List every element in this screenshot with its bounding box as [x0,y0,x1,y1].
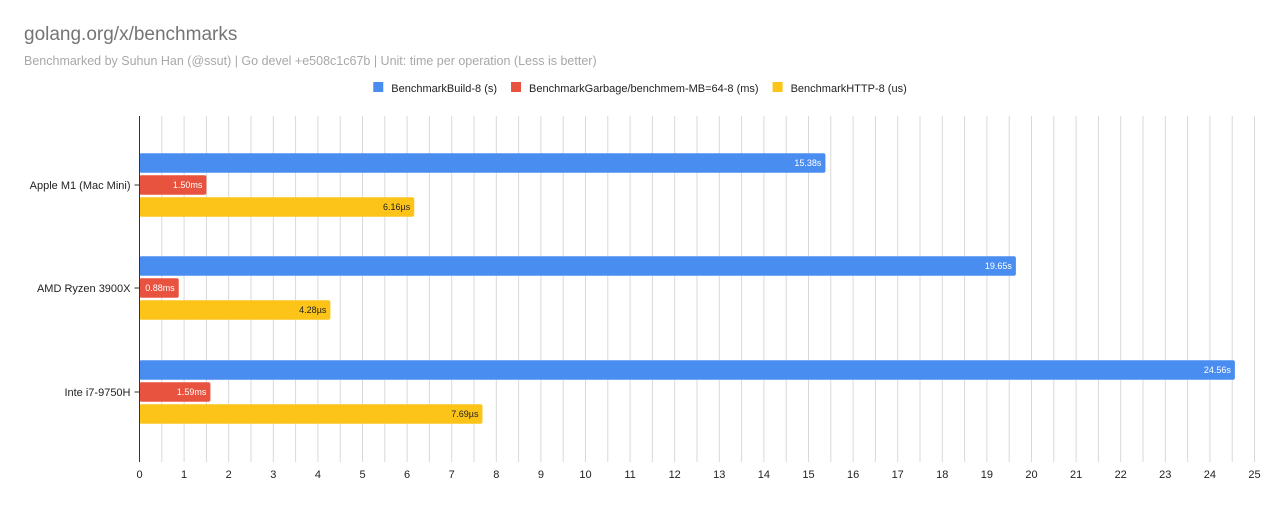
x-tick-label: 23 [1159,469,1171,481]
x-tick-label: 19 [981,469,993,481]
data-label: 24.56s [1204,365,1232,375]
x-tick-label: 6 [404,469,410,481]
x-tick-label: 3 [270,469,276,481]
x-tick-label: 4 [315,469,321,481]
x-tick-label: 7 [449,469,455,481]
x-tick-label: 15 [802,469,814,481]
bar [139,278,179,298]
x-tick-label: 12 [669,469,681,481]
bar [139,153,826,173]
bar [139,175,207,195]
chart-subtitle: Benchmarked by Suhun Han (@ssut) | Go de… [24,54,597,68]
x-tick-label: 20 [1025,469,1037,481]
data-label: 4.28µs [299,305,327,315]
bar [139,404,483,424]
x-tick-label: 14 [758,469,770,481]
bar [139,382,211,402]
x-tick-label: 22 [1115,469,1127,481]
x-tick-label: 0 [136,469,142,481]
x-tick-label: 18 [936,469,948,481]
bar [139,256,1016,276]
x-tick-label: 8 [493,469,499,481]
legend: BenchmarkBuild-8 (s) BenchmarkGarbage/ben… [373,82,907,95]
legend-label: BenchmarkHTTP-8 (us) [791,83,907,95]
x-tick-label: 9 [538,469,544,481]
data-label: 6.16µs [383,202,411,212]
legend-swatch [511,82,522,92]
category-label: Inte i7-9750H [64,387,130,399]
category-label: AMD Ryzen 3900X [37,283,131,295]
axes: 0 1 2 3 4 5 6 7 8 9 10 11 12 13 14 15 16 17 18 19 20 21 22 23 24… [30,116,1261,481]
data-label: 7.69µs [451,409,479,419]
data-label: 1.59ms [177,387,207,397]
data-label: 1.50ms [173,180,203,190]
x-tick-label: 24 [1204,469,1216,481]
legend-label: BenchmarkBuild-8 (s) [391,83,497,95]
bars: 15.38s 1.50ms 6.16µs 19.65s 0.88ms 4.28µs 24.5… [139,153,1235,424]
legend-item: BenchmarkHTTP-8 (us) [772,82,907,95]
x-tick-label: 5 [359,469,365,481]
data-label: 0.88ms [145,283,175,293]
bar [139,360,1235,380]
x-tick-label: 21 [1070,469,1082,481]
data-label: 19.65s [985,261,1013,271]
x-tick-label: 2 [226,469,232,481]
legend-swatch [772,82,783,92]
x-tick-label: 25 [1248,469,1260,481]
x-tick-label: 10 [579,469,591,481]
category-label: Apple M1 (Mac Mini) [30,180,131,192]
x-tick-label: 1 [181,469,187,481]
legend-item: BenchmarkGarbage/benchmem-MB=64-8 (ms) [511,82,759,95]
data-label: 15.38s [794,158,822,168]
legend-label: BenchmarkGarbage/benchmem-MB=64-8 (ms) [529,83,759,95]
bar [139,300,331,320]
x-tick-label: 16 [847,469,859,481]
legend-swatch [373,82,384,92]
x-tick-label: 17 [892,469,904,481]
bar [139,197,415,217]
x-tick-label: 11 [624,469,635,481]
chart-title: golang.org/x/benchmarks [24,24,238,45]
x-tick-label: 13 [713,469,725,481]
legend-item: BenchmarkBuild-8 (s) [373,82,497,95]
